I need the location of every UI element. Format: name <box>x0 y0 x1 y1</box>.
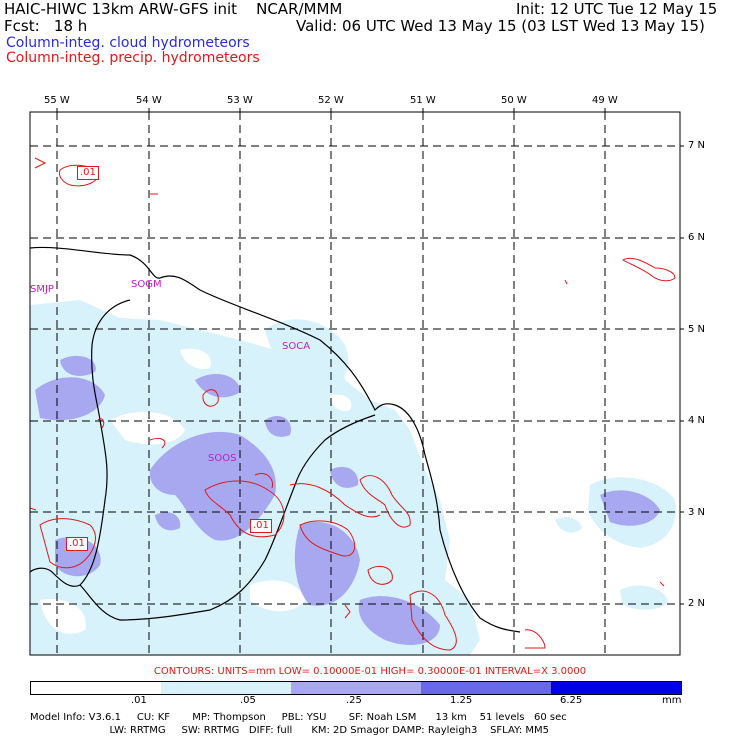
axis-ticks <box>56 108 684 605</box>
lat-label-4n: 4 N <box>688 415 706 426</box>
lat-label-2n: 2 N <box>688 598 706 609</box>
colorbar-tick: .05 <box>240 695 256 706</box>
cloud-field-gaps <box>40 348 352 634</box>
colorbar-segment <box>31 682 161 694</box>
colorbar-segment <box>421 682 551 694</box>
lon-label-50w: 50 W <box>501 95 527 106</box>
model-info-line2: LW: RRTMG SW: RRTMG DIFF: full KM: 2D Sm… <box>30 725 549 736</box>
colorbar-unit: mm <box>662 695 682 706</box>
station-soos: SOOS <box>208 453 237 464</box>
station-sogm: SOGM <box>131 279 162 290</box>
model-info-line1: Model Info: V3.6.1 CU: KF MP: Thompson P… <box>30 712 567 723</box>
valid-time: Valid: 06 UTC Wed 13 May 15 (03 LST Wed … <box>296 17 705 35</box>
legend-precip-hydrometeors: Column-integ. precip. hydrometeors <box>6 50 260 66</box>
lon-label-51w: 51 W <box>410 95 436 106</box>
graticule <box>30 112 680 655</box>
lat-label-7n: 7 N <box>688 140 706 151</box>
colorbar-segment <box>551 682 681 694</box>
colorbar-tick: .01 <box>131 695 147 706</box>
station-soca: SOCA <box>282 341 311 352</box>
coastline <box>30 246 521 633</box>
contours-info: CONTOURS: UNITS=mm LOW= 0.10000E-01 HIGH… <box>153 666 587 677</box>
lon-label-52w: 52 W <box>318 95 344 106</box>
colorbar-segment <box>161 682 291 694</box>
lon-label-55w: 55 W <box>44 95 70 106</box>
lat-label-3n: 3 N <box>688 507 706 518</box>
lon-label-53w: 53 W <box>227 95 253 106</box>
lat-label-5n: 5 N <box>688 324 706 335</box>
contour-label: .01 <box>77 166 99 180</box>
colorbar-tick: .25 <box>346 695 362 706</box>
contour-label: .01 <box>66 537 88 551</box>
legend-cloud-hydrometeors: Column-integ. cloud hydrometeors <box>6 35 250 51</box>
colorbar-tick: 1.25 <box>450 695 473 706</box>
forecast-hour: Fcst: 18 h <box>4 17 88 35</box>
colorbar-segment <box>291 682 421 694</box>
contour-label: .01 <box>250 519 272 533</box>
init-time: Init: 12 UTC Tue 12 May 15 <box>516 0 718 18</box>
station-smjp: SMJP <box>30 284 54 295</box>
lon-label-49w: 49 W <box>592 95 618 106</box>
lat-label-6n: 6 N <box>688 232 706 243</box>
colorbar <box>30 681 682 695</box>
precip-contours <box>30 157 676 651</box>
product-title: HAIC-HIWC 13km ARW-GFS init NCAR/MMM <box>4 0 343 18</box>
colorbar-tick: 6.25 <box>560 695 583 706</box>
lon-label-54w: 54 W <box>136 95 162 106</box>
map-frame <box>29 111 681 656</box>
